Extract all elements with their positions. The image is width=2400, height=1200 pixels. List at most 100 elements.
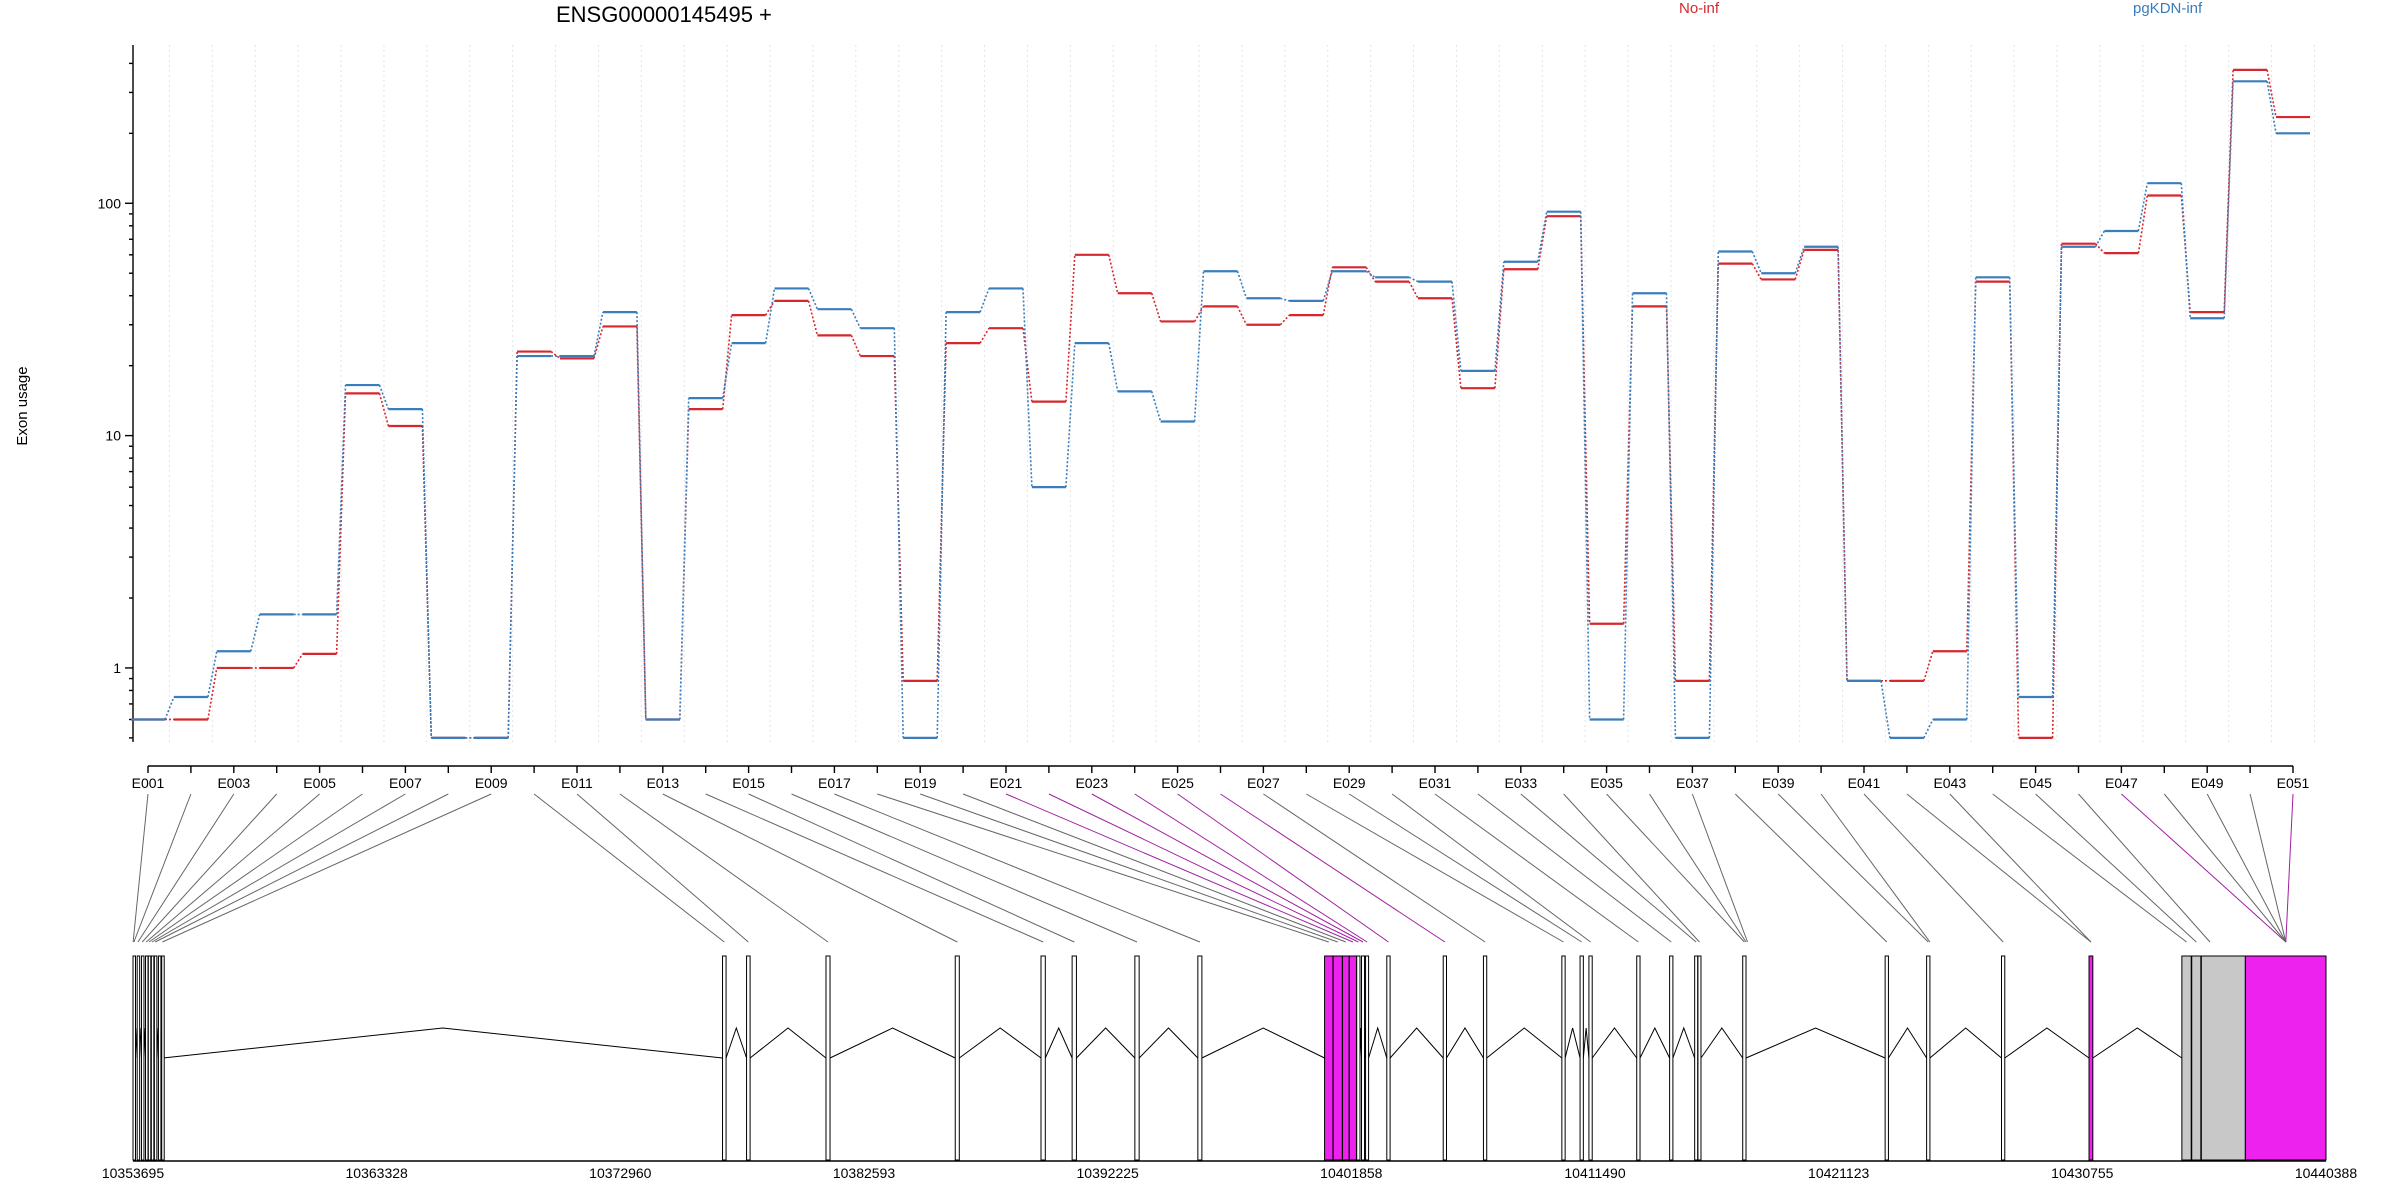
x-tick-label-E005: E005 (303, 775, 336, 791)
connector-E029 (1348, 793, 1582, 943)
exon-14 (1040, 955, 1046, 1161)
connector-E045 (2035, 793, 2197, 943)
exon-9 (161, 955, 165, 1161)
exon-20 (1342, 955, 1350, 1161)
step-pgKDN-inf-E022 (1065, 343, 1076, 488)
step-pgKDN-inf-E017 (850, 308, 862, 329)
connector-E010 (533, 793, 725, 943)
step-pgKDN-inf-E043 (1966, 277, 1977, 720)
step-No-inf-E002 (207, 667, 218, 720)
connector-E043 (1949, 793, 2092, 943)
exon-30 (1588, 955, 1593, 1161)
step-No-inf-E005 (335, 393, 347, 654)
intron-13 (959, 1027, 1042, 1059)
step-pgKDN-inf-E045 (2051, 246, 2063, 697)
intron-29 (1582, 1027, 1590, 1059)
connector-E028 (1306, 793, 1564, 943)
connector-E021 (1005, 793, 1354, 943)
exon-21 (1348, 955, 1357, 1161)
x-axis: E001 E003 E005 E007 E009 E011 E013 E015 E017 E019… (132, 765, 2310, 791)
x-tick-label-E043: E043 (1933, 775, 1966, 791)
connector-E032 (1477, 793, 1672, 943)
exon-7 (153, 955, 158, 1161)
connector-E009 (162, 793, 492, 943)
connector-E017 (834, 793, 1201, 943)
x-tick-label-E035: E035 (1590, 775, 1623, 791)
exon-26 (1442, 955, 1448, 1161)
legend-pgkdn-inf: pgKDN-inf (2133, 0, 2203, 17)
step-No-inf-E024 (1150, 292, 1162, 322)
step-No-inf-E039 (1794, 249, 1805, 280)
intron-34 (1700, 1027, 1744, 1059)
gene-axis: 10353695 10363328 10372960 10382593 10392225… (102, 1160, 2357, 1181)
exon-31 (1636, 955, 1641, 1161)
intron-28 (1564, 1027, 1581, 1059)
x-tick-label-E017: E017 (818, 775, 851, 791)
gene-tick-label-4: 10392225 (1077, 1165, 1140, 1181)
x-tick-label-E027: E027 (1247, 775, 1280, 791)
step-pgKDN-inf-E035 (1622, 293, 1634, 720)
exon-28 (1561, 955, 1566, 1161)
exon-15 (1071, 955, 1077, 1161)
step-No-inf-E025 (1193, 305, 1205, 322)
connector-E006 (148, 793, 363, 943)
intron-9 (162, 1027, 723, 1059)
step-pgKDN-inf-E034 (1579, 211, 1591, 720)
step-No-inf-E031 (1451, 298, 1462, 389)
connector-E014 (705, 793, 1044, 943)
connector-E044 (1992, 793, 2187, 943)
connector-E041 (1863, 793, 2004, 943)
exon-17 (1197, 955, 1203, 1161)
step-No-inf-E023 (1108, 254, 1119, 294)
step-No-inf-E011 (593, 326, 604, 359)
step-pgKDN-inf-E025 (1193, 271, 1205, 422)
connector-E023 (1091, 793, 1364, 943)
connector-E042 (1906, 793, 2092, 943)
exon-16 (1134, 955, 1140, 1161)
step-No-inf-E010 (550, 350, 561, 360)
gene-tick-label-7: 10421123 (1808, 1165, 1869, 1181)
step-pgKDN-inf-E044 (2008, 277, 2020, 697)
step-pgKDN-inf-E021 (1022, 288, 1033, 488)
exon-36 (1884, 955, 1889, 1161)
step-pgKDN-inf-E019 (936, 312, 947, 738)
exon-35 (1742, 955, 1747, 1161)
y-axis-label: Exon usage (14, 366, 31, 445)
connector-E046 (2078, 793, 2211, 943)
connector-E004 (141, 793, 278, 943)
step-pgKDN-inf-E033 (1537, 211, 1548, 262)
intron-11 (749, 1027, 827, 1059)
gene-tick-label-3: 10382593 (833, 1165, 896, 1181)
step-pgKDN-inf-E042 (1923, 719, 1934, 739)
x-tick-label-E037: E037 (1676, 775, 1709, 791)
step-pgKDN-inf-E040 (1837, 246, 1848, 681)
exon-19 (1332, 955, 1343, 1161)
intron-30 (1591, 1027, 1638, 1059)
x-tick-label-E029: E029 (1333, 775, 1366, 791)
step-pgKDN-inf-E026 (1236, 270, 1248, 299)
exon-37 (1926, 955, 1931, 1161)
step-No-inf-E022 (1065, 254, 1076, 402)
x-tick-label-E047: E047 (2105, 775, 2138, 791)
step-No-inf-E030 (1408, 281, 1419, 299)
step-pgKDN-inf-E020 (979, 288, 990, 313)
exon-32 (1669, 955, 1674, 1161)
intron-31 (1639, 1026, 1671, 1059)
intron-25 (1389, 1027, 1444, 1059)
intron-37 (1929, 1027, 2002, 1059)
intron-16 (1138, 1027, 1199, 1059)
step-pgKDN-inf-E024 (1150, 391, 1162, 422)
step-pgKDN-inf-E018 (893, 328, 904, 738)
connector-E003 (137, 793, 235, 943)
connector-E031 (1434, 793, 1639, 943)
step-pgKDN-inf-E048 (2180, 183, 2191, 319)
x-tick-label-E023: E023 (1075, 775, 1108, 791)
x-tick-label-E021: E021 (990, 775, 1023, 791)
step-No-inf-E036 (1665, 306, 1677, 681)
y-tick-label-1: 1 (113, 660, 121, 676)
intron-14 (1044, 1026, 1073, 1059)
intron-36 (1888, 1027, 1928, 1059)
x-tick-label-E039: E039 (1762, 775, 1795, 791)
step-pgKDN-inf-E029 (1365, 270, 1376, 278)
